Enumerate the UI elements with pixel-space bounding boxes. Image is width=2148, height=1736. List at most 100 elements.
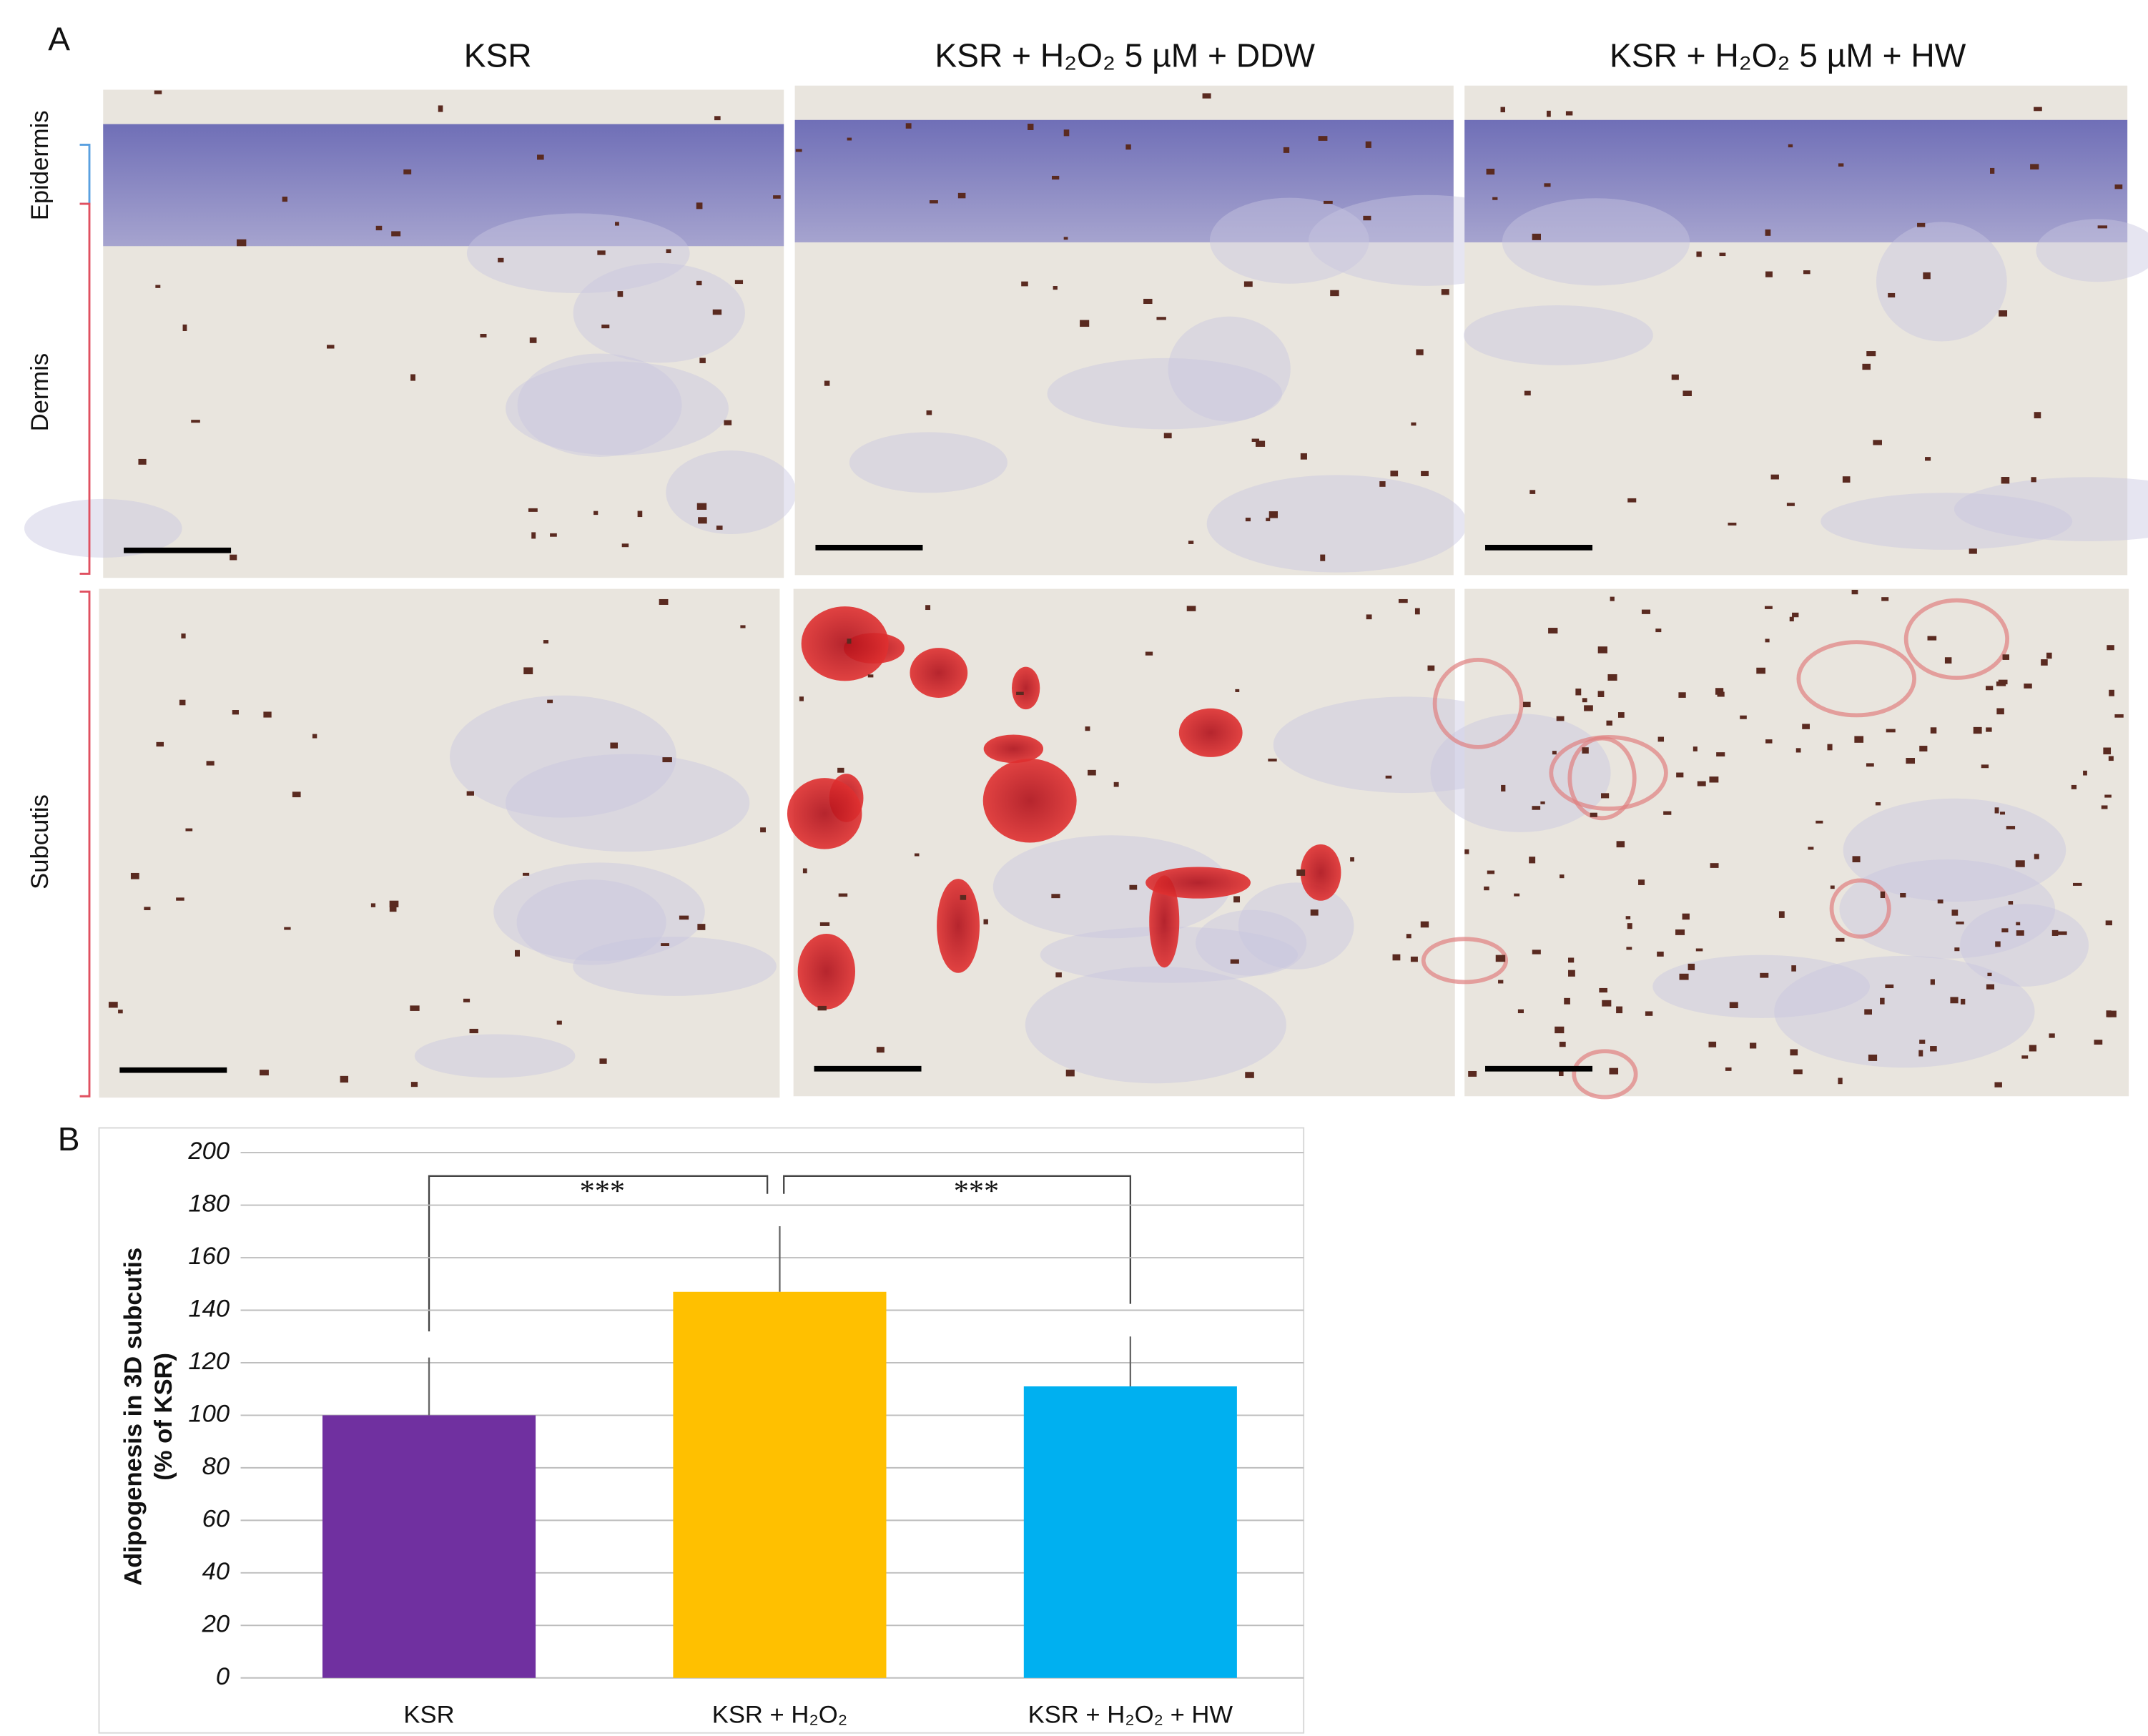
tissue (516, 879, 666, 965)
granule (1610, 596, 1615, 601)
granule (1406, 934, 1412, 939)
granule (1657, 951, 1664, 957)
granule (1350, 857, 1354, 862)
lipid (787, 778, 862, 849)
granule (292, 791, 301, 798)
granule (1617, 712, 1625, 718)
granule (1764, 606, 1773, 609)
granule (2002, 654, 2010, 660)
granule (1880, 891, 1886, 899)
granule (1986, 984, 1995, 990)
granule (1710, 863, 1719, 868)
bar (1023, 1386, 1237, 1678)
granule (144, 907, 151, 910)
granule (817, 1005, 827, 1011)
granule (1051, 175, 1060, 180)
granule (514, 950, 520, 957)
significance-bracket (428, 1175, 1132, 1332)
granule (182, 324, 187, 331)
granule (1441, 289, 1449, 295)
tissue (1652, 955, 1870, 1018)
granule (1492, 197, 1498, 200)
granule (1750, 1042, 1757, 1049)
granule (1917, 222, 1926, 227)
lipid (1011, 666, 1040, 710)
y-tick-label: 0 (216, 1663, 230, 1690)
granule (1693, 746, 1698, 751)
granule (543, 640, 548, 643)
granule (1266, 518, 1271, 521)
granule (696, 202, 703, 209)
y-axis-label: (% of KSR) (150, 1353, 177, 1481)
granule (1420, 921, 1429, 928)
granule (1616, 841, 1625, 848)
granule (597, 250, 606, 255)
granule (1487, 870, 1495, 874)
granule (2034, 412, 2041, 419)
tissue (1876, 222, 2007, 342)
granule (2107, 1010, 2117, 1017)
granule (1599, 987, 1607, 993)
granule (1765, 638, 1770, 643)
granule (1323, 200, 1333, 204)
granule (1080, 320, 1090, 327)
granule (1268, 511, 1278, 518)
granule (2024, 684, 2032, 689)
granule (263, 711, 272, 718)
granule (773, 195, 781, 199)
granule (1416, 349, 1424, 355)
tissue (1209, 197, 1369, 284)
tissue (1430, 714, 1611, 832)
granule (1555, 1026, 1565, 1034)
granule (1606, 720, 1612, 726)
granule (1544, 183, 1551, 187)
granule (2046, 652, 2052, 659)
lipid (1796, 640, 1916, 718)
granule (1568, 957, 1575, 963)
granule (1919, 746, 1928, 752)
granule (1827, 744, 1833, 751)
granule (1230, 959, 1239, 964)
granule (699, 357, 706, 363)
granule (1540, 801, 1545, 804)
granule (1532, 233, 1542, 240)
granule (1411, 422, 1417, 426)
granule (1937, 899, 1943, 904)
granule (621, 543, 629, 548)
granule (1514, 893, 1520, 897)
granule (1597, 691, 1605, 697)
granule (1765, 739, 1773, 744)
granule (734, 280, 744, 285)
granule (1129, 884, 1138, 890)
lipid (1572, 1049, 1638, 1100)
lipid (1178, 708, 1243, 757)
granule (1602, 1000, 1612, 1007)
granule (610, 742, 618, 749)
granule (1770, 474, 1779, 480)
granule (1616, 1006, 1623, 1014)
granule (1233, 896, 1241, 903)
granule (1973, 726, 1982, 734)
granule (1715, 688, 1724, 695)
granule (523, 667, 533, 674)
granule (1866, 763, 1874, 767)
granule (1245, 1072, 1254, 1078)
lipid (1421, 937, 1509, 985)
lipid (1903, 598, 2010, 680)
granule (2094, 1040, 2103, 1045)
granule (819, 922, 830, 926)
granule (1695, 948, 1703, 952)
granule (1683, 390, 1692, 396)
granule (2101, 805, 2108, 809)
granule (1028, 124, 1034, 130)
tissue (573, 263, 745, 363)
granule (1778, 911, 1785, 918)
column-header: KSR + H₂O₂ 5 µM + DDW (935, 36, 1315, 74)
granule (876, 1047, 885, 1053)
granule (2001, 477, 2010, 484)
tissue (517, 353, 682, 457)
granule (556, 1020, 562, 1025)
granule (960, 894, 967, 900)
granule (1842, 476, 1851, 483)
granule (389, 907, 397, 912)
